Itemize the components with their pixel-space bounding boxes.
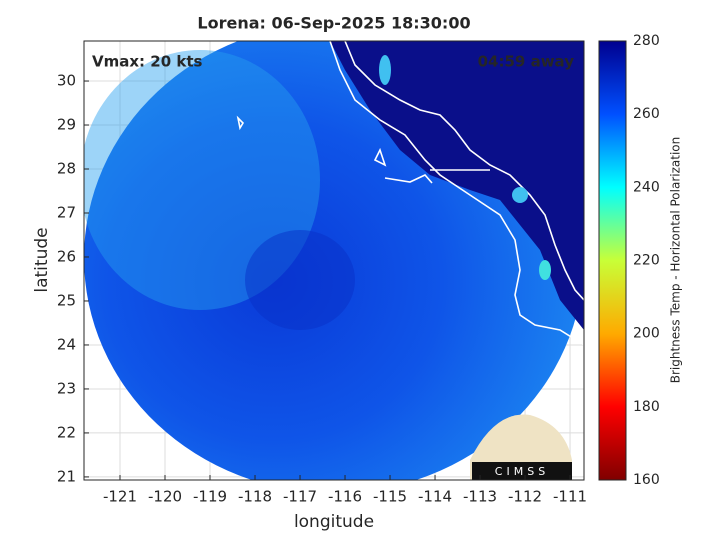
x-tick-label: -119 (193, 488, 227, 506)
x-tick-label: -117 (283, 488, 317, 506)
chart-title: Lorena: 06-Sep-2025 18:30:00 (197, 14, 470, 33)
x-tick-label: -113 (463, 488, 497, 506)
y-tick-label: 28 (57, 160, 76, 178)
plot-frame (83, 40, 585, 481)
colorbar-tick-label: 160 (633, 472, 660, 488)
colorbar-tick-label: 280 (633, 33, 660, 49)
y-tick-label: 22 (57, 423, 76, 441)
y-tick-label: 30 (57, 72, 76, 90)
annotation: Vmax: 20 kts (92, 53, 202, 71)
y-tick-label: 26 (57, 247, 76, 265)
x-tick-label: -114 (418, 488, 452, 506)
y-tick-label: 25 (57, 291, 76, 309)
x-tick-label: -120 (148, 488, 182, 506)
y-axis-label: latitude (32, 227, 52, 292)
x-tick-label: -115 (373, 488, 407, 506)
y-tick-label: 21 (57, 467, 76, 485)
colorbar-tick-label: 180 (633, 399, 660, 415)
colorbar-tick-label: 260 (633, 106, 660, 122)
y-tick-label: 29 (57, 116, 76, 134)
logo-text: CIMSS (495, 465, 549, 478)
x-axis-label: longitude (294, 512, 374, 532)
colorbar-tick-label: 220 (633, 253, 660, 269)
x-tick-label: -118 (238, 488, 272, 506)
x-tick-label: -116 (328, 488, 362, 506)
satellite-image: CIMSS (84, 41, 584, 480)
y-tick-label: 24 (57, 335, 76, 353)
annotation: 04:59 away (478, 53, 575, 71)
colorbar (598, 40, 627, 481)
colorbar-tick-label: 200 (633, 326, 660, 342)
colorbar-label: Brightness Temp - Horizontal Polarizatio… (669, 137, 683, 384)
x-tick-label: -112 (508, 488, 542, 506)
x-tick-label: -111 (553, 488, 587, 506)
x-tick-label: -121 (103, 488, 137, 506)
colorbar-tick-label: 240 (633, 179, 660, 195)
y-tick-label: 27 (57, 203, 76, 221)
y-tick-label: 23 (57, 379, 76, 397)
